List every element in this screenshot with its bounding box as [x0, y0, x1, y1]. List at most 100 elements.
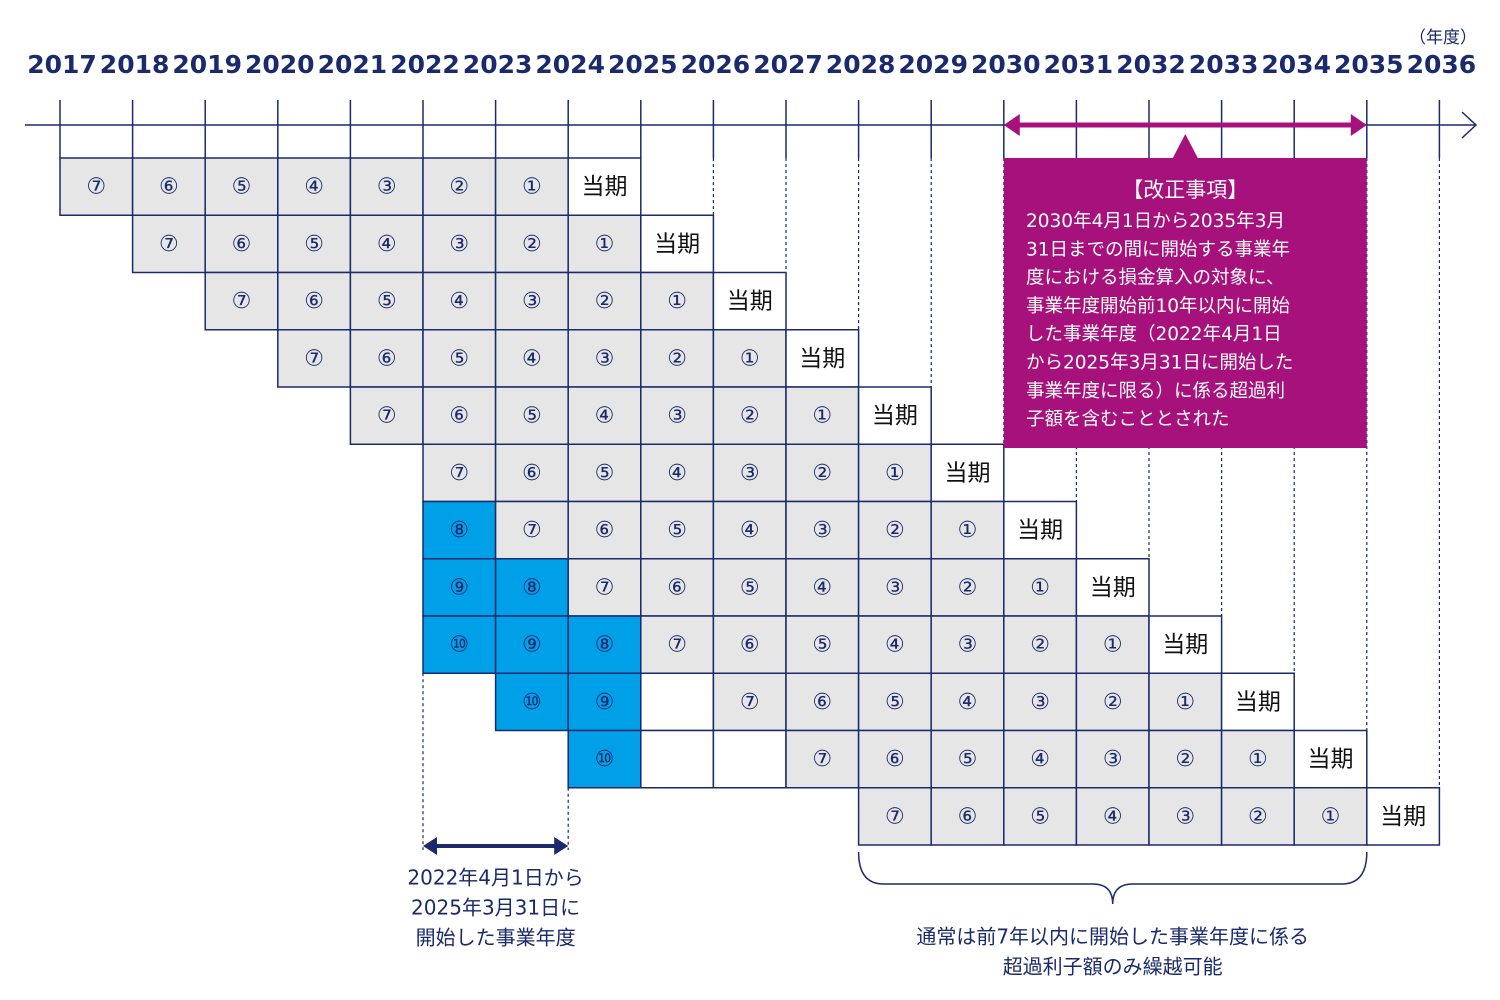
cell-label: ⑥	[958, 804, 978, 829]
year-label: 2024	[535, 50, 605, 79]
cell-label: ⑥	[449, 404, 469, 429]
cell	[567, 386, 642, 445]
cell	[712, 271, 787, 331]
current-period: 当期	[1380, 804, 1426, 830]
axis-arrow	[1461, 111, 1478, 139]
cell-label: ②	[522, 232, 542, 257]
cell-label: ①	[595, 232, 615, 257]
cell-label: ⑤	[958, 747, 978, 772]
left-note: 2022年4月1日から	[407, 866, 583, 890]
cell-label: ①	[1175, 690, 1195, 715]
cell	[567, 214, 642, 274]
cell-label: ③	[1103, 747, 1123, 772]
year-label: 2032	[1116, 50, 1186, 79]
cell-label: ③	[1175, 804, 1195, 829]
cell	[422, 214, 497, 274]
cell-label: ①	[522, 175, 542, 200]
cell	[712, 558, 787, 617]
cell	[1075, 558, 1150, 617]
cell	[277, 157, 352, 216]
cell-label: ⑨	[595, 690, 615, 715]
cell	[1003, 615, 1078, 674]
cell-label: ②	[1103, 690, 1123, 715]
cell	[785, 386, 860, 445]
cell-label: ①	[1321, 804, 1341, 829]
cell	[422, 558, 497, 617]
right-note: 超過利子額のみ繰越可能	[1003, 955, 1223, 979]
current-period: 当期	[945, 460, 991, 486]
cell	[1148, 787, 1223, 846]
cell-label: ①	[1030, 575, 1050, 600]
cell-label: ①	[1248, 747, 1268, 772]
cell	[857, 729, 932, 789]
amendment-line: 子額を含むこととされた	[1026, 409, 1230, 430]
cell	[1075, 787, 1150, 846]
cell	[712, 329, 787, 388]
cell-label: ④	[667, 461, 687, 486]
cell-label: ①	[1103, 633, 1123, 658]
cell-label: ⑥	[232, 232, 252, 257]
cell-label: ②	[885, 518, 905, 543]
cell-label: ⑤	[377, 289, 397, 314]
cell-label: ⑤	[522, 404, 542, 429]
amendment-box	[1003, 158, 1367, 448]
amendment-line: した事業年度（2022年4月1日	[1026, 324, 1282, 345]
cell	[422, 386, 497, 445]
cell	[640, 214, 715, 274]
cell-label: ⑧	[595, 633, 615, 658]
cell	[712, 500, 787, 560]
cell-label: ⑦	[522, 518, 542, 543]
cell-label: ②	[1030, 633, 1050, 658]
cell-label: ⑥	[304, 289, 324, 314]
cell-label: ⑦	[740, 690, 760, 715]
cell-label: ④	[522, 346, 542, 371]
amendment-line: 度における損金算入の対象に、	[1026, 268, 1284, 289]
amendment-line: 事業年度に限る）に係る超過利	[1026, 381, 1285, 402]
cell-label: ②	[958, 575, 978, 600]
cell-label: ③	[522, 289, 542, 314]
cell-label: ③	[885, 575, 905, 600]
cell-label: ⑥	[885, 747, 905, 772]
cell-label: ①	[740, 346, 760, 371]
current-period: 当期	[872, 403, 918, 429]
cell-label: ②	[812, 461, 832, 486]
year-label: 2033	[1189, 50, 1259, 79]
cell-label: ⑥	[740, 633, 760, 658]
cell	[712, 615, 787, 674]
cell-label: ⑧	[522, 575, 542, 600]
cell-label: ⑦	[304, 346, 324, 371]
right-note: 通常は前7年以内に開始した事業年度に係る	[916, 925, 1309, 949]
cell-label: ①	[812, 404, 832, 429]
cell-label: ③	[595, 346, 615, 371]
cell	[494, 443, 569, 503]
cell	[349, 214, 424, 274]
cell-label: ①	[958, 518, 978, 543]
current-period: 当期	[727, 289, 773, 315]
cell-label: ④	[885, 633, 905, 658]
cell-label: ⑤	[740, 575, 760, 600]
year-label: 2036	[1407, 50, 1477, 79]
cell	[930, 615, 1005, 674]
cell	[1220, 787, 1295, 846]
cell	[785, 729, 860, 789]
current-period: 当期	[1308, 747, 1354, 773]
cell	[1293, 729, 1368, 789]
cell	[712, 443, 787, 503]
amendment-line: 事業年度開始前10年以内に開始	[1026, 296, 1290, 317]
cell-label: ③	[812, 518, 832, 543]
unit-label: （年度）	[1409, 28, 1477, 48]
cell-label: ⑩	[522, 690, 542, 715]
cell	[1003, 729, 1078, 789]
cell-label: ④	[304, 175, 324, 200]
cell	[1148, 615, 1223, 674]
cell	[277, 214, 352, 274]
cell-label: ⑤	[1030, 804, 1050, 829]
cell-label: ⑤	[232, 175, 252, 200]
cell-label: ③	[740, 461, 760, 486]
cell-label: ⑤	[595, 461, 615, 486]
current-period: 当期	[654, 231, 700, 257]
cell	[204, 271, 279, 331]
cell-label: ⑥	[595, 518, 615, 543]
cell-label: ④	[449, 289, 469, 314]
year-label: 2034	[1261, 50, 1331, 79]
